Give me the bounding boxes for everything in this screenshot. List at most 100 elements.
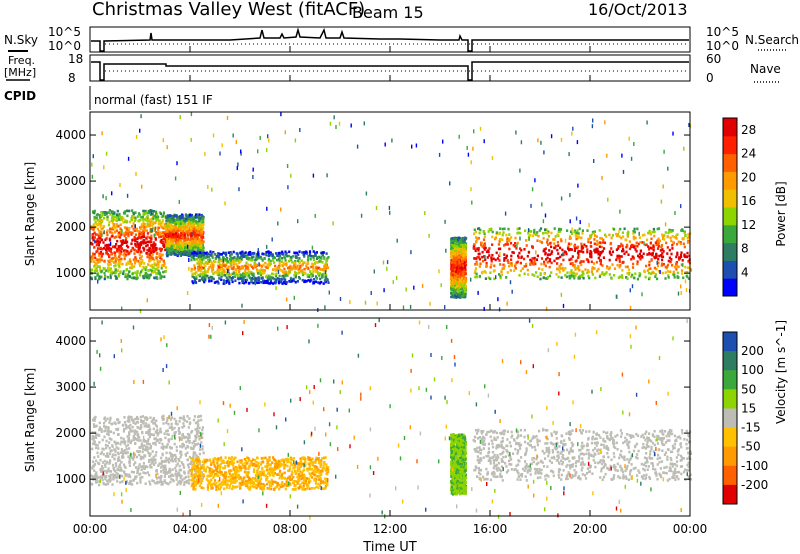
power-cell [453,268,456,272]
power-cell [194,245,197,249]
power-cell [217,273,220,277]
power-cell [245,272,248,275]
power-cell [585,258,588,261]
power-cell [114,230,117,234]
power-cell [283,277,286,281]
power-cell [110,247,113,251]
power-cell [100,258,103,262]
power-cell [661,237,665,240]
power-cell [195,275,198,278]
power-cell [645,243,648,247]
power-cell [220,253,223,256]
power-cell [164,238,167,242]
power-cell [135,257,138,261]
power-cell [187,242,190,246]
power-cell [319,258,322,262]
power-cell [608,266,611,269]
power-cell [648,251,651,255]
power-cell [632,262,635,266]
power-cell [287,185,289,190]
power-cell [529,230,532,233]
power-cell [197,254,200,258]
power-cell [129,260,132,263]
power-cell [260,273,263,277]
power-cell [591,273,594,276]
power-cell [204,264,207,268]
power-cell [452,295,455,299]
power-cell [572,126,574,131]
power-cell [634,236,637,240]
velocity-cell [175,419,178,423]
power-cell [200,231,203,235]
power-cell [148,210,151,213]
power-cell [605,266,608,270]
power-cell [222,279,226,282]
power-cell [190,268,193,271]
power-cell [318,281,321,285]
power-cell [191,222,194,225]
power-cell [205,251,208,255]
power-cell [451,272,454,275]
power-cell [211,187,213,192]
power-cell [540,140,542,145]
power-cell [621,244,624,247]
power-cell [201,241,204,245]
power-cell [193,278,197,281]
power-cell [148,256,151,259]
power-cell [128,270,131,273]
power-cell [252,277,255,281]
power-cell [209,250,212,253]
freq-label: Freq. [8,54,35,67]
power-cell [572,274,575,278]
power-cell [531,273,534,276]
power-cell [243,281,246,285]
power-cell [134,239,137,242]
power-cell [236,264,239,268]
power-cell [274,264,277,268]
power-cell [575,259,578,262]
power-cell [198,240,201,243]
power-cell [668,256,671,260]
power-cell [315,251,318,254]
power-cell [184,217,188,221]
power-cell [100,269,103,273]
power-cell [671,235,674,238]
power-cell [454,258,457,262]
power-cell [241,265,244,268]
power-cell [603,241,607,245]
power-cell [276,277,279,280]
power-cell [459,240,462,244]
power-cell [646,253,649,256]
velocity-cell [160,460,163,463]
velocity-cell [173,426,176,430]
power-cell [689,267,692,271]
power-cell [457,260,460,263]
power-cell [150,244,153,247]
power-cell [118,212,121,216]
power-cell [196,249,199,253]
power-cell [582,245,585,248]
power-cell [141,184,143,189]
power-cell [582,271,585,274]
power-cell [139,128,141,133]
power-cell [293,273,296,277]
power-cell [532,262,535,265]
power-cell [680,269,684,272]
noise-axis-bottom-left: 10^0 [48,39,81,53]
power-cell [265,252,268,256]
power-cell [254,281,257,286]
power-cell [131,209,134,212]
power-cell [130,249,133,252]
power-cell [257,278,261,282]
power-cell [252,281,255,285]
power-cell [100,228,103,231]
power-cell [162,235,166,238]
power-cell [317,272,320,276]
power-cell [643,269,646,273]
power-cell [623,252,626,255]
velocity-cell [101,478,104,482]
power-cell [580,236,583,240]
power-cell [231,257,234,260]
power-cell [229,251,232,254]
power-cell [222,251,225,255]
